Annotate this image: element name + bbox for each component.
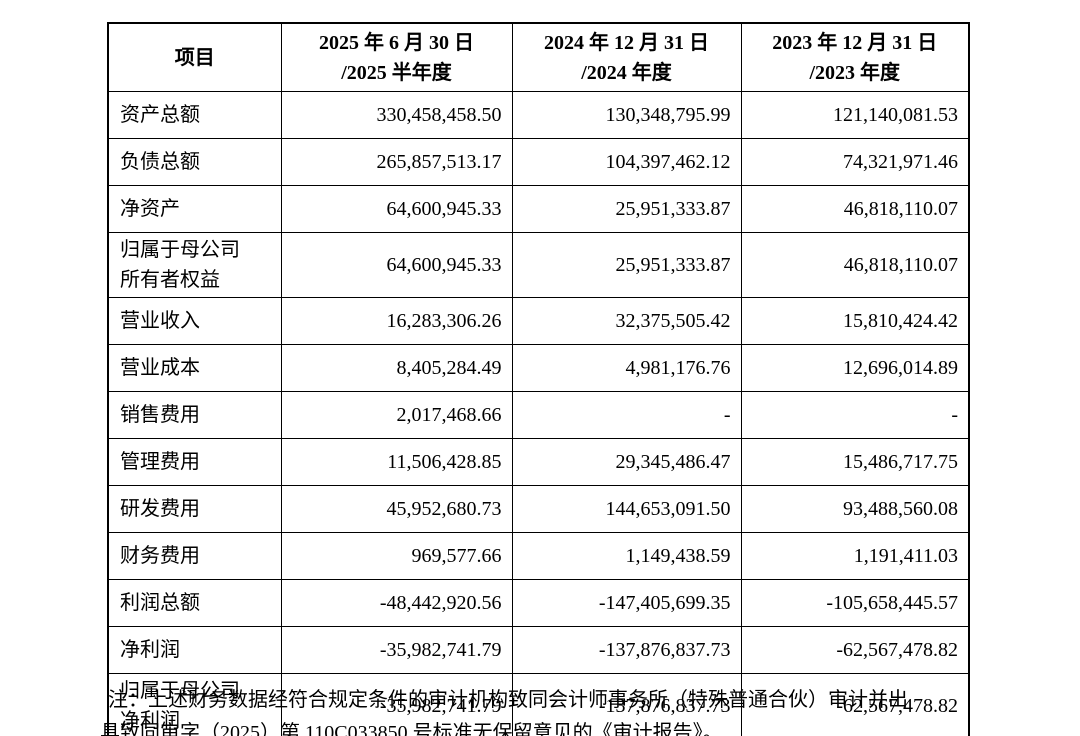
table-row: 净资产 64,600,945.33 25,951,333.87 46,818,110.… [107,185,970,233]
cell-value: 144,653,091.50 [511,485,742,533]
cell-value: -62,567,478.82 [740,626,970,674]
table-row: 归属于母公司 净利润 -35,982,741.79 -137,876,837.73-… [107,673,970,736]
cell-value: -105,658,445.57 [740,579,970,627]
column-header-period: 2023 年 12 月 31 日 /2023 年度 [740,22,970,92]
cell-value: 46,818,110.07 [740,232,970,298]
cell-value: 1,191,411.03 [740,532,970,580]
cell-value: -35,982,741.79 [280,673,513,736]
cell-value: 29,345,486.47 [511,438,742,486]
table-row: 财务费用 969,577.66 1,149,438.59 1,191,411.03 [107,532,970,580]
cell-value: 11,506,428.85 [280,438,513,486]
row-label: 净资产 [107,185,282,233]
cell-value: 12,696,014.89 [740,344,970,392]
cell-value: -62,567,478.82 [740,673,970,736]
cell-value: 8,405,284.49 [280,344,513,392]
cell-value: 45,952,680.73 [280,485,513,533]
cell-value: 265,857,513.17 [280,138,513,186]
table-row: 研发费用 45,952,680.73 144,653,091.50 93,488,56… [107,485,970,533]
row-label: 归属于母公司 所有者权益 [107,232,282,298]
cell-value: 25,951,333.87 [511,185,742,233]
table-row: 营业收入 16,283,306.26 32,375,505.42 15,810,424… [107,297,970,345]
financial-summary-table: 项目 2025 年 6 月 30 日 /2025 半年度 2024 年 12 月 3… [107,22,970,736]
table-row: 归属于母公司 所有者权益 64,600,945.33 25,951,333.87 46… [107,232,970,298]
cell-value: 32,375,505.42 [511,297,742,345]
cell-value: 64,600,945.33 [280,232,513,298]
column-header-period: 2025 年 6 月 30 日 /2025 半年度 [280,22,513,92]
row-label: 负债总额 [107,138,282,186]
row-label: 归属于母公司 净利润 [107,673,282,736]
cell-value: -137,876,837.73 [511,626,742,674]
table-row: 利润总额 -48,442,920.56 -147,405,699.35 -105,65… [107,579,970,627]
cell-value: 15,486,717.75 [740,438,970,486]
cell-value: 15,810,424.42 [740,297,970,345]
row-label: 管理费用 [107,438,282,486]
column-header-period: 2024 年 12 月 31 日 /2024 年度 [511,22,742,92]
cell-value: 330,458,458.50 [280,91,513,139]
cell-value: -48,442,920.56 [280,579,513,627]
table-row: 管理费用 11,506,428.85 29,345,486.47 15,486,717… [107,438,970,486]
cell-value: - [740,391,970,439]
cell-value: -147,405,699.35 [511,579,742,627]
row-label: 营业成本 [107,344,282,392]
cell-value: -35,982,741.79 [280,626,513,674]
table-row: 净利润 -35,982,741.79 -137,876,837.73 -62,567,… [107,626,970,674]
cell-value: 25,951,333.87 [511,232,742,298]
table-row: 营业成本 8,405,284.49 4,981,176.76 12,696,014.8… [107,344,970,392]
row-label: 销售费用 [107,391,282,439]
cell-value: -137,876,837.73 [511,673,742,736]
cell-value: 1,149,438.59 [511,532,742,580]
cell-value: 104,397,462.12 [511,138,742,186]
cell-value: 969,577.66 [280,532,513,580]
row-label: 研发费用 [107,485,282,533]
row-label: 营业收入 [107,297,282,345]
table-row: 负债总额 265,857,513.17 104,397,462.12 74,321,9… [107,138,970,186]
cell-value: 46,818,110.07 [740,185,970,233]
cell-value: 93,488,560.08 [740,485,970,533]
audit-note: 注：上述财务数据经符合规定条件的审计机构致同会计师事务所（特殊普通合伙）审计并出… [100,689,908,736]
row-label: 资产总额 [107,91,282,139]
row-label: 财务费用 [107,532,282,580]
cell-value: 2,017,468.66 [280,391,513,439]
table-row: 资产总额 330,458,458.50 130,348,795.99 121,140,… [107,91,970,139]
cell-value: 64,600,945.33 [280,185,513,233]
cell-value: 130,348,795.99 [511,91,742,139]
cell-value: 74,321,971.46 [740,138,970,186]
table-header-row: 项目 2025 年 6 月 30 日 /2025 半年度 2024 年 12 月 3… [107,22,970,92]
cell-value: 16,283,306.26 [280,297,513,345]
cell-value: 4,981,176.76 [511,344,742,392]
table-row: 销售费用 2,017,468.66- - [107,391,970,439]
cell-value: - [511,391,742,439]
cell-value: 121,140,081.53 [740,91,970,139]
row-label: 净利润 [107,626,282,674]
column-header-item: 项目 [107,22,282,92]
row-label: 利润总额 [107,579,282,627]
